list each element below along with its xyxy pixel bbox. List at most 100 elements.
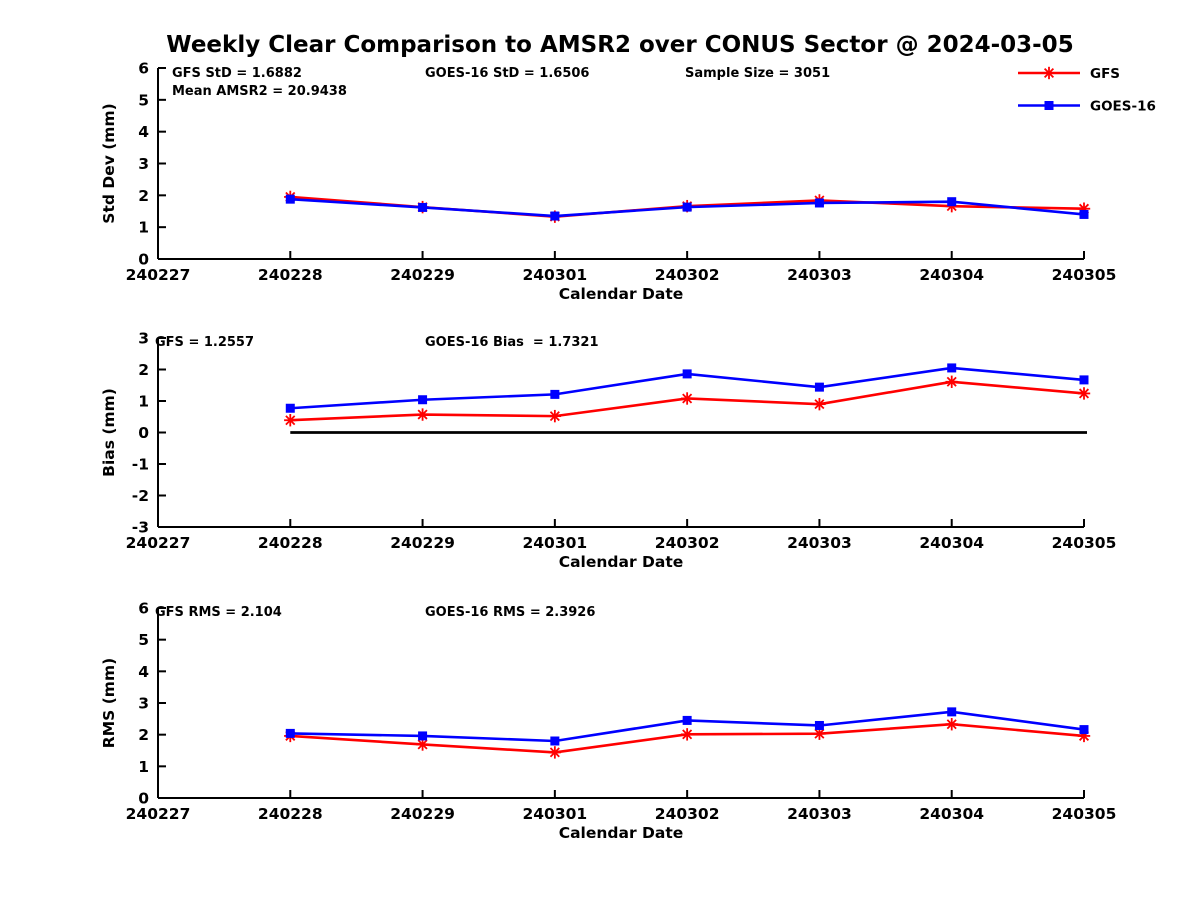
figure-title: Weekly Clear Comparison to AMSR2 over CO… bbox=[166, 32, 1073, 58]
x-tick-label: 240305 bbox=[1052, 534, 1117, 552]
chart-rms: 0 1 2 3 4 5 6 240227 240228 240229 240301 240302 240… bbox=[100, 600, 1116, 843]
x-tick-label: 240227 bbox=[126, 805, 191, 823]
marker-asterisk-gfs bbox=[945, 718, 958, 731]
y-tick-label: 1 bbox=[138, 393, 149, 411]
marker-square-goes-16 bbox=[285, 403, 295, 413]
marker-square-goes-16 bbox=[1079, 209, 1089, 219]
x-tick-label: 240303 bbox=[787, 266, 852, 284]
x-tick-label: 240305 bbox=[1052, 266, 1117, 284]
y-tick-label: 0 bbox=[138, 424, 149, 442]
marker-square-goes-16 bbox=[550, 389, 560, 399]
marker-square-goes-16 bbox=[814, 198, 824, 208]
marker-asterisk-gfs bbox=[284, 414, 297, 427]
marker-square-goes-16 bbox=[814, 382, 824, 392]
legend-marker-gfs bbox=[1042, 66, 1056, 80]
x-tick-label: 240302 bbox=[655, 534, 720, 552]
x-axis-title: Calendar Date bbox=[559, 285, 684, 303]
y-tick-label: 0 bbox=[138, 790, 149, 808]
marker-square-goes-16 bbox=[418, 731, 428, 741]
y-tick-label: 1 bbox=[138, 219, 149, 237]
y-tick-label: -2 bbox=[132, 487, 149, 505]
y-tick-label: 2 bbox=[138, 187, 149, 205]
marker-square-goes-16 bbox=[550, 736, 560, 746]
annotation: Sample Size = 3051 bbox=[685, 66, 830, 81]
x-tick-label: 240304 bbox=[919, 266, 984, 284]
annotation: Mean AMSR2 = 20.9438 bbox=[172, 84, 347, 99]
y-tick-label: 5 bbox=[138, 631, 149, 649]
y-tick-label: 3 bbox=[138, 155, 149, 173]
marker-square-goes-16 bbox=[947, 707, 957, 717]
x-tick-label: 240229 bbox=[390, 534, 455, 552]
y-axis-title: Std Dev (mm) bbox=[100, 103, 118, 223]
marker-square-goes-16 bbox=[285, 728, 295, 738]
marker-asterisk-gfs bbox=[680, 728, 694, 741]
marker-square-goes-16 bbox=[814, 720, 824, 730]
marker-square-goes-16 bbox=[682, 715, 692, 725]
legend: GFS GOES-16 bbox=[1018, 66, 1156, 115]
y-tick-label: 0 bbox=[138, 251, 149, 269]
x-tick-label: 240302 bbox=[655, 266, 720, 284]
marker-square-goes-16 bbox=[1079, 375, 1089, 385]
x-tick-label: 240304 bbox=[919, 805, 984, 823]
y-tick-label: 1 bbox=[138, 758, 149, 776]
x-tick-label: 240305 bbox=[1052, 805, 1117, 823]
y-tick-label: 6 bbox=[138, 600, 149, 618]
marker-square-goes-16 bbox=[947, 363, 957, 373]
x-tick-label: 240229 bbox=[390, 266, 455, 284]
marker-square-goes-16 bbox=[418, 395, 428, 405]
x-tick-label: 240228 bbox=[258, 805, 323, 823]
x-axis-title: Calendar Date bbox=[559, 824, 684, 842]
annotation: GFS = 1.2557 bbox=[155, 335, 254, 350]
marker-square-goes-16 bbox=[947, 197, 957, 207]
y-tick-label: -3 bbox=[132, 519, 149, 537]
y-tick-label: 3 bbox=[138, 695, 149, 713]
chart-std-dev: 0 1 2 3 4 5 6 240227 240228 240229 240301 240302 240… bbox=[100, 60, 1116, 304]
x-tick-label: 240227 bbox=[126, 266, 191, 284]
marker-asterisk-gfs bbox=[548, 746, 562, 759]
y-tick-label: 4 bbox=[138, 123, 149, 141]
annotation: GFS RMS = 2.104 bbox=[155, 605, 282, 620]
annotation: GFS StD = 1.6882 bbox=[172, 66, 302, 81]
x-tick-label: 240303 bbox=[787, 805, 852, 823]
x-tick-label: 240302 bbox=[655, 805, 720, 823]
x-tick-label: 240228 bbox=[258, 534, 323, 552]
x-tick-label: 240229 bbox=[390, 805, 455, 823]
x-tick-label: 240227 bbox=[126, 534, 191, 552]
marker-square-goes-16 bbox=[1079, 725, 1089, 735]
marker-asterisk-gfs bbox=[548, 409, 562, 423]
marker-asterisk-gfs bbox=[945, 375, 958, 388]
x-tick-label: 240304 bbox=[919, 534, 984, 552]
x-tick-label: 240301 bbox=[522, 534, 587, 552]
y-tick-label: 2 bbox=[138, 726, 149, 744]
legend-marker-goes-16 bbox=[1044, 101, 1054, 110]
y-axis-title: RMS (mm) bbox=[100, 658, 118, 748]
x-axis-title: Calendar Date bbox=[559, 553, 684, 571]
x-tick-label: 240303 bbox=[787, 534, 852, 552]
marker-asterisk-gfs bbox=[416, 408, 429, 421]
y-tick-label: 2 bbox=[138, 361, 149, 379]
x-tick-label: 240228 bbox=[258, 266, 323, 284]
marker-asterisk-gfs bbox=[813, 397, 826, 411]
marker-asterisk-gfs bbox=[680, 392, 694, 405]
annotation: GOES-16 RMS = 2.3926 bbox=[425, 605, 595, 620]
marker-square-goes-16 bbox=[682, 369, 692, 379]
y-tick-label: 6 bbox=[138, 60, 149, 78]
y-tick-label: 3 bbox=[138, 330, 149, 348]
legend-label-gfs: GFS bbox=[1090, 66, 1120, 82]
marker-square-goes-16 bbox=[682, 202, 692, 212]
marker-asterisk-gfs bbox=[1077, 387, 1091, 400]
y-tick-label: 4 bbox=[138, 663, 149, 681]
marker-square-goes-16 bbox=[550, 211, 560, 221]
legend-entry-gfs: GFS bbox=[1018, 66, 1120, 82]
annotation: GOES-16 StD = 1.6506 bbox=[425, 66, 589, 81]
annotation: GOES-16 Bias = 1.7321 bbox=[425, 335, 599, 350]
legend-label-goes-16: GOES-16 bbox=[1090, 99, 1156, 115]
marker-square-goes-16 bbox=[285, 194, 295, 204]
marker-square-goes-16 bbox=[418, 202, 428, 212]
y-axis-title: Bias (mm) bbox=[100, 388, 118, 477]
legend-entry-goes-16: GOES-16 bbox=[1018, 99, 1156, 115]
y-tick-label: -1 bbox=[132, 456, 149, 474]
y-tick-label: 5 bbox=[138, 91, 149, 109]
